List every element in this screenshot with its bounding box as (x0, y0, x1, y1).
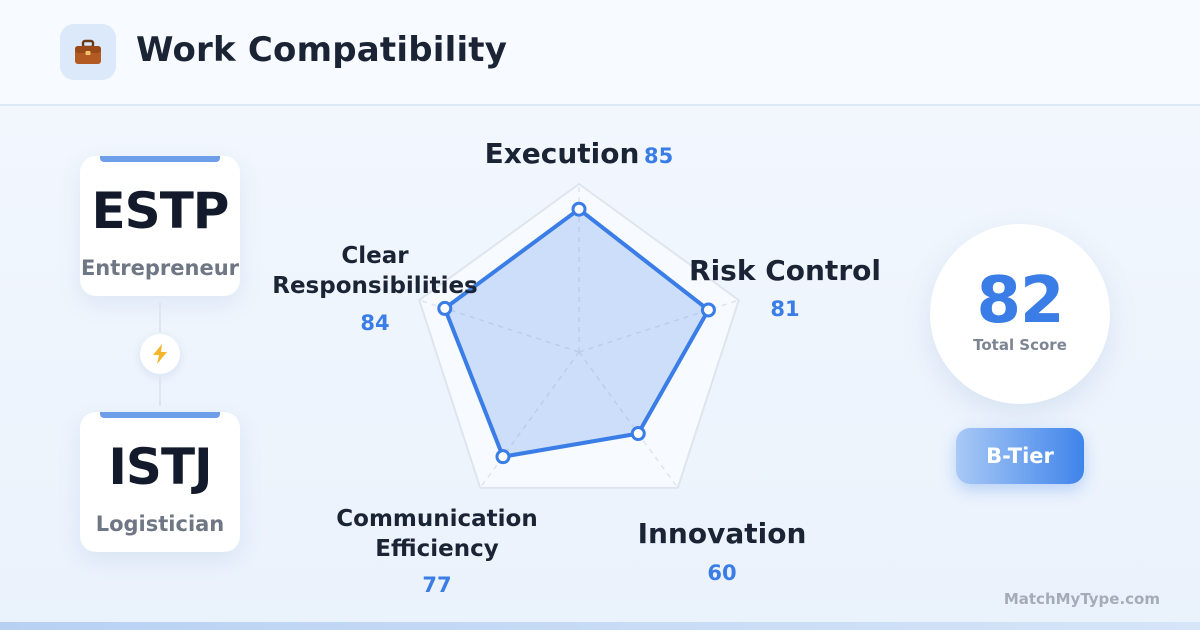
briefcase-icon (60, 24, 116, 80)
radar-point (571, 201, 587, 217)
connector-line-top (159, 302, 161, 332)
type-role: Entrepreneur (80, 256, 240, 280)
radar-point (700, 302, 716, 318)
type-role: Logistician (95, 512, 225, 536)
radar-axis-label: Execution (485, 137, 640, 170)
type-card-primary: ESTP Entrepreneur (80, 156, 240, 296)
radar-spoke (479, 351, 580, 489)
type-code: ISTJ (108, 438, 212, 496)
header: Work Compatibility (0, 0, 1200, 106)
radar-axis-label: Clear (341, 243, 409, 269)
radar-point (630, 426, 646, 442)
total-score-label: Total Score (973, 336, 1067, 354)
radar-axis-value: 60 (707, 561, 736, 585)
radar-point (437, 300, 453, 316)
connector-line-bottom (159, 376, 161, 406)
radar-ring (418, 182, 740, 489)
lightning-icon (140, 334, 180, 374)
radar-axis-label: Responsibilities (272, 273, 478, 299)
total-score-value: 82 (976, 264, 1064, 338)
tier-badge[interactable]: B-Tier (956, 428, 1084, 484)
total-score-circle: 82 Total Score (930, 224, 1110, 404)
radar-spoke (578, 351, 679, 489)
radar-spoke (578, 299, 740, 353)
radar-axis-label: Innovation (638, 517, 807, 550)
radar-point (495, 449, 511, 465)
type-card-accent-bar (100, 412, 220, 418)
bottom-accent-bar (0, 622, 1200, 630)
type-code: ESTP (91, 182, 230, 240)
page-title: Work Compatibility (136, 30, 508, 70)
radar-axis-label: Efficiency (375, 536, 498, 562)
type-card-accent-bar (100, 156, 220, 162)
radar-axis-value: 81 (770, 297, 799, 321)
radar-axis-label: Risk Control (689, 254, 881, 287)
type-card-secondary: ISTJ Logistician (80, 412, 240, 552)
radar-axis-value: 84 (360, 311, 389, 335)
brand-watermark[interactable]: MatchMyType.com (1003, 590, 1160, 608)
radar-axis-value: 85 (644, 144, 673, 168)
radar-axis-value: 77 (422, 573, 451, 597)
radar-axis-label: Communication (336, 506, 537, 532)
radar-series-area (442, 207, 711, 459)
